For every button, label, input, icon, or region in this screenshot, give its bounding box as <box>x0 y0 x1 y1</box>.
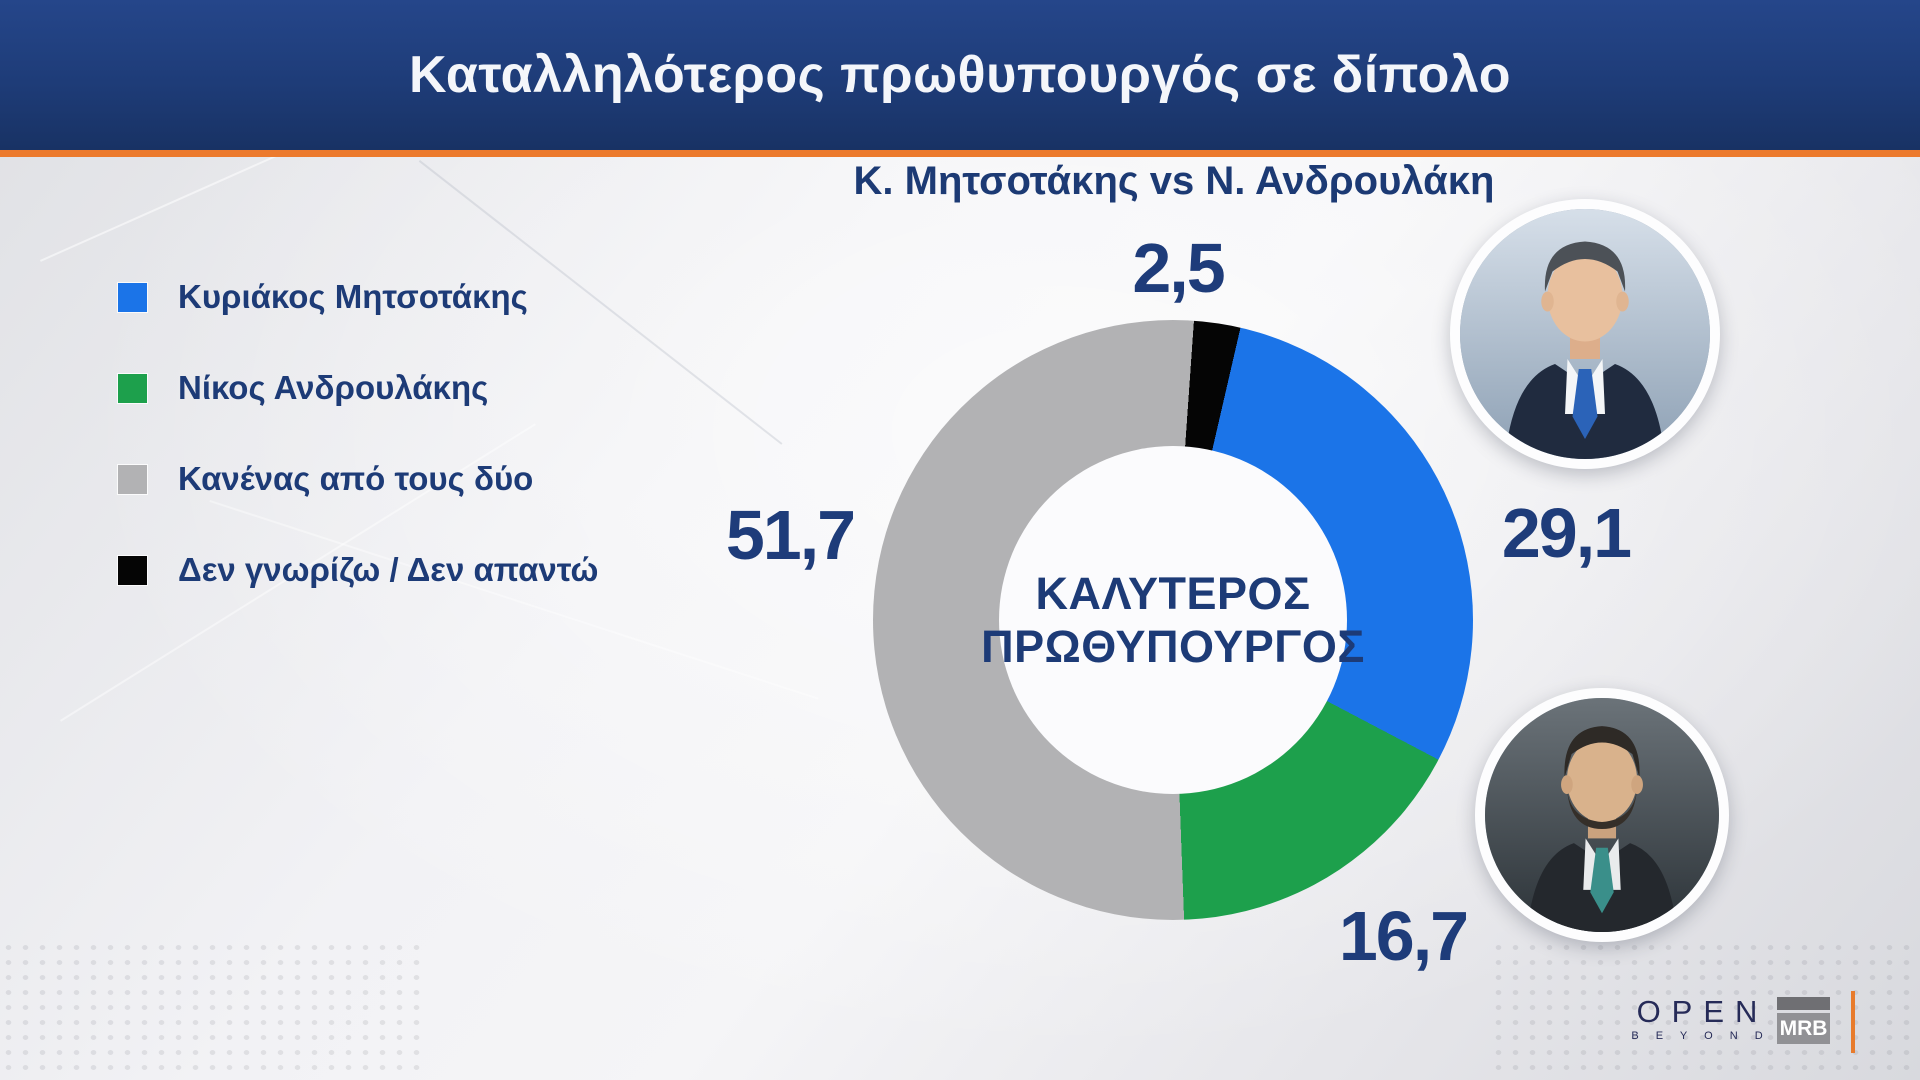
mitsotakis-photo <box>1450 199 1720 469</box>
chart-subtitle: Κ. Μητσοτάκης vs Ν. Ανδρουλάκη <box>853 159 1495 203</box>
page-title: Καταλληλότερος πρωθυπουργός σε δίπολο <box>409 46 1511 104</box>
value-label-androulakis: 16,7 <box>1338 897 1469 975</box>
legend-item-neither: Κανένας από τους δύο <box>118 460 533 497</box>
legend-label: Δεν γνωρίζω / Δεν απαντώ <box>178 551 599 588</box>
mrb-agency-logo: MRB <box>1777 997 1830 1044</box>
open-logo-text: OPEN <box>1636 994 1769 1029</box>
legend-swatch-black <box>118 555 147 585</box>
open-channel-logo: OPEN B E Y O N D <box>1622 996 1772 1042</box>
open-logo-subtext: B E Y O N D <box>1631 1030 1770 1042</box>
donut-chart: ΚΑΛΥΤΕΡΟΣ ΠΡΩΘΥΠΟΥΡΓΟΣ <box>873 320 1473 920</box>
legend-swatch-gray <box>118 464 147 494</box>
legend-label: Κανένας από τους δύο <box>178 460 534 497</box>
mrb-logo-bar <box>1777 997 1830 1010</box>
value-label-mitsotakis: 29,1 <box>1501 494 1632 572</box>
decor-dots-left <box>0 940 430 1080</box>
donut-center-label-line1: ΚΑΛΥΤΕΡΟΣ <box>1035 568 1311 619</box>
donut-center: ΚΑΛΥΤΕΡΟΣ ΠΡΩΘΥΠΟΥΡΓΟΣ <box>981 446 1364 794</box>
legend-item-mitsotakis: Κυριάκος Μητσοτάκης <box>118 278 528 315</box>
legend-label: Νίκος Ανδρουλάκης <box>178 369 489 406</box>
donut-center-label-line2: ΠΡΩΘΥΠΟΥΡΓΟΣ <box>981 621 1365 672</box>
mrb-logo-box: MRB <box>1777 1013 1830 1044</box>
legend-swatch-blue <box>118 282 147 312</box>
orange-tick-mark <box>1851 991 1855 1053</box>
mrb-logo-text: MRB <box>1779 1016 1828 1040</box>
value-label-dk-na: 2,5 <box>1132 229 1225 307</box>
header-accent-line <box>0 150 1920 157</box>
legend-item-dk-na: Δεν γνωρίζω / Δεν απαντώ <box>118 551 598 588</box>
header-bar: Καταλληλότερος πρωθυπουργός σε δίπολο <box>0 0 1920 150</box>
legend-item-androulakis: Νίκος Ανδρουλάκης <box>118 369 488 406</box>
decor-dots-right <box>1490 940 1920 1080</box>
legend-swatch-green <box>118 373 147 403</box>
value-label-neither: 51,7 <box>725 496 856 574</box>
legend-label: Κυριάκος Μητσοτάκης <box>178 278 528 315</box>
androulakis-photo <box>1475 688 1729 942</box>
